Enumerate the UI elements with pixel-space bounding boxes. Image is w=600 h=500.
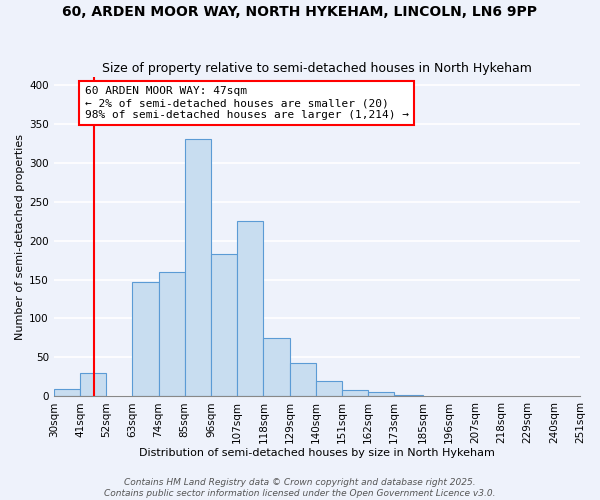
Title: Size of property relative to semi-detached houses in North Hykeham: Size of property relative to semi-detach… <box>102 62 532 74</box>
Bar <box>263 338 290 396</box>
Bar <box>368 392 394 396</box>
Bar <box>133 282 158 397</box>
Bar <box>290 363 316 396</box>
Bar <box>158 272 185 396</box>
Text: Contains HM Land Registry data © Crown copyright and database right 2025.
Contai: Contains HM Land Registry data © Crown c… <box>104 478 496 498</box>
Bar <box>342 390 368 396</box>
Bar <box>316 381 342 396</box>
Bar <box>211 254 237 396</box>
X-axis label: Distribution of semi-detached houses by size in North Hykeham: Distribution of semi-detached houses by … <box>139 448 495 458</box>
Bar <box>237 221 263 396</box>
Text: 60 ARDEN MOOR WAY: 47sqm
← 2% of semi-detached houses are smaller (20)
98% of se: 60 ARDEN MOOR WAY: 47sqm ← 2% of semi-de… <box>85 86 409 120</box>
Y-axis label: Number of semi-detached properties: Number of semi-detached properties <box>15 134 25 340</box>
Bar <box>185 140 211 396</box>
Bar <box>394 395 423 396</box>
Text: 60, ARDEN MOOR WAY, NORTH HYKEHAM, LINCOLN, LN6 9PP: 60, ARDEN MOOR WAY, NORTH HYKEHAM, LINCO… <box>62 5 538 19</box>
Bar <box>80 373 106 396</box>
Bar <box>54 388 80 396</box>
